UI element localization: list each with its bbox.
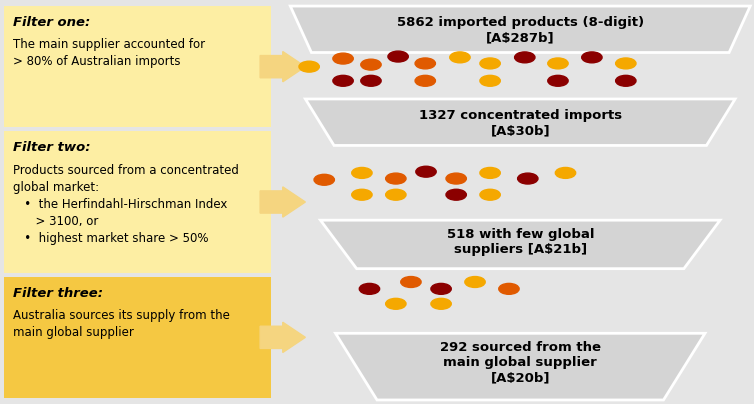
Circle shape bbox=[351, 167, 372, 179]
Circle shape bbox=[415, 75, 435, 86]
Circle shape bbox=[517, 173, 538, 184]
Circle shape bbox=[480, 189, 501, 200]
FancyBboxPatch shape bbox=[4, 6, 271, 127]
FancyArrow shape bbox=[260, 52, 305, 82]
Circle shape bbox=[464, 276, 486, 288]
Circle shape bbox=[615, 58, 636, 69]
Circle shape bbox=[351, 189, 372, 200]
Circle shape bbox=[547, 58, 569, 69]
Text: Filter three:: Filter three: bbox=[13, 287, 103, 300]
Circle shape bbox=[555, 167, 576, 179]
Circle shape bbox=[360, 59, 381, 70]
Circle shape bbox=[446, 173, 466, 184]
Circle shape bbox=[386, 298, 406, 309]
FancyBboxPatch shape bbox=[4, 131, 271, 273]
Circle shape bbox=[401, 276, 421, 288]
Circle shape bbox=[582, 52, 602, 63]
Circle shape bbox=[615, 75, 636, 86]
FancyArrow shape bbox=[260, 187, 305, 217]
Circle shape bbox=[415, 166, 436, 177]
Circle shape bbox=[480, 58, 501, 69]
Circle shape bbox=[386, 173, 406, 184]
Circle shape bbox=[415, 58, 435, 69]
Text: 292 sourced from the
main global supplier
[A$20b]: 292 sourced from the main global supplie… bbox=[440, 341, 601, 384]
Circle shape bbox=[480, 75, 501, 86]
Text: The main supplier accounted for
> 80% of Australian imports: The main supplier accounted for > 80% of… bbox=[13, 38, 205, 68]
Circle shape bbox=[431, 284, 451, 294]
Circle shape bbox=[360, 75, 381, 86]
Text: 5862 imported products (8-digit)
[A$287b]: 5862 imported products (8-digit) [A$287b… bbox=[397, 16, 644, 44]
Circle shape bbox=[359, 284, 379, 294]
Text: 1327 concentrated imports
[A$30b]: 1327 concentrated imports [A$30b] bbox=[418, 109, 622, 137]
Circle shape bbox=[386, 189, 406, 200]
Text: Filter two:: Filter two: bbox=[13, 141, 90, 154]
Circle shape bbox=[333, 53, 353, 64]
Circle shape bbox=[446, 189, 466, 200]
FancyBboxPatch shape bbox=[4, 277, 271, 398]
Circle shape bbox=[388, 51, 409, 62]
Circle shape bbox=[299, 61, 319, 72]
Text: Australia sources its supply from the
main global supplier: Australia sources its supply from the ma… bbox=[13, 309, 230, 339]
Circle shape bbox=[499, 284, 519, 294]
Polygon shape bbox=[305, 99, 735, 145]
Polygon shape bbox=[290, 6, 750, 53]
Circle shape bbox=[333, 75, 353, 86]
FancyArrow shape bbox=[260, 322, 305, 352]
Circle shape bbox=[431, 298, 451, 309]
Text: 518 with few global
suppliers [A$21b]: 518 with few global suppliers [A$21b] bbox=[446, 228, 594, 256]
Text: Filter one:: Filter one: bbox=[13, 16, 90, 29]
Circle shape bbox=[514, 52, 535, 63]
Circle shape bbox=[547, 75, 569, 86]
Polygon shape bbox=[336, 333, 705, 400]
Text: Products sourced from a concentrated
global market:
   •  the Herfindahl-Hirschm: Products sourced from a concentrated glo… bbox=[13, 164, 239, 244]
Polygon shape bbox=[320, 220, 720, 269]
Circle shape bbox=[449, 52, 470, 63]
Circle shape bbox=[480, 167, 501, 179]
Circle shape bbox=[314, 174, 334, 185]
